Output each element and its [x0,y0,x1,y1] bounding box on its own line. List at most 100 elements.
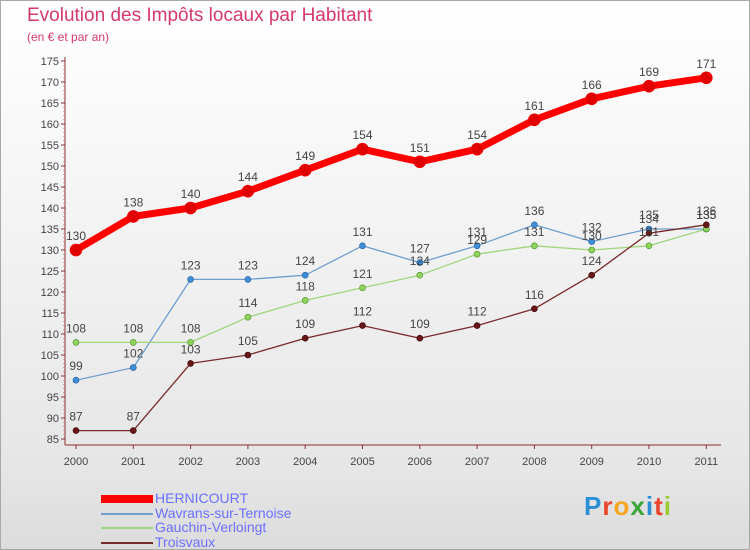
y-tick-label: 140 [41,203,59,215]
data-point [473,242,481,250]
x-tick-label: 2008 [522,456,546,468]
data-label: 166 [582,78,602,92]
data-point [187,360,194,367]
data-point [130,364,137,371]
data-point [244,313,252,321]
y-tick-label: 135 [41,224,59,236]
data-label: 87 [69,410,83,424]
y-tick-label: 170 [41,77,59,89]
data-label: 112 [353,305,372,319]
data-label: 108 [66,321,86,335]
data-point [130,339,137,346]
data-point [72,427,80,434]
data-point [528,113,541,127]
data-point [301,271,309,279]
data-label: 129 [467,233,487,247]
data-point [585,92,599,106]
chart-subtitle: (en € et par an) [27,30,110,44]
y-tick-label: 100 [41,371,59,383]
data-point [244,276,252,283]
data-point [642,79,656,93]
data-label: 123 [181,258,201,272]
legend-swatch [101,542,153,544]
data-label: 131 [639,225,659,239]
data-label: 124 [295,254,315,268]
y-tick-label: 105 [41,350,59,362]
data-label: 171 [696,57,716,71]
data-label: 136 [696,204,716,218]
data-label: 132 [582,221,602,235]
data-label: 151 [410,141,430,155]
y-tick-label: 155 [41,140,59,152]
data-label: 102 [123,347,143,361]
data-point [645,229,653,237]
x-tick-label: 2006 [408,456,432,468]
logo-letter: r [602,491,614,521]
legend-label: Troisvaux [155,534,216,550]
data-point [130,427,137,434]
data-label: 108 [181,321,201,335]
data-point [301,297,309,304]
data-label: 127 [410,242,430,256]
proxiti-logo: Proxiti [584,491,672,522]
data-label: 130 [582,229,602,243]
data-label: 130 [66,229,86,243]
data-point [301,334,309,342]
data-point [588,246,596,254]
data-point [359,284,366,292]
legend-label: HERNICOURT [155,490,249,506]
series-line-1 [75,224,707,381]
y-tick-label: 150 [41,161,59,173]
logo-letter: x [630,491,646,521]
data-point [359,242,366,250]
data-label: 169 [639,65,659,79]
x-tick-label: 2010 [637,456,661,468]
data-point [72,339,80,346]
data-point [470,142,484,156]
data-point [531,242,538,250]
data-label: 124 [582,254,602,268]
data-label: 118 [296,279,315,293]
data-label: 131 [352,225,372,239]
series-line-2 [75,228,707,344]
y-tick-label: 175 [41,56,59,68]
logo-letter: i [663,491,672,521]
data-label: 108 [123,321,143,335]
data-point [69,243,83,257]
chart-title: Evolution des Impôts locaux par Habitant [27,5,373,26]
x-tick-label: 2001 [121,456,145,468]
data-label: 140 [181,187,201,201]
data-point [699,71,713,85]
logo-letter: t [654,491,664,521]
data-point [531,221,538,229]
data-label: 109 [295,317,315,331]
y-tick-label: 85 [47,434,59,446]
data-point [416,271,424,279]
y-tick-label: 95 [47,392,59,404]
data-point [416,259,424,266]
y-tick-label: 160 [41,119,59,131]
data-point [359,322,366,329]
data-point [187,339,194,346]
logo-letter: P [584,491,603,521]
data-label: 135 [696,208,716,222]
data-label: 149 [295,149,315,163]
data-label: 87 [127,410,141,424]
data-label: 138 [123,195,143,209]
legend-label: Gauchin-Verloingt [155,519,267,535]
x-tick-label: 2005 [350,456,374,468]
data-point [241,184,255,198]
y-tick-label: 115 [41,308,59,320]
data-label: 105 [238,334,258,348]
data-point [473,250,481,258]
data-label: 144 [238,170,258,184]
series-line-0 [72,74,710,254]
data-label: 154 [352,128,372,142]
y-tick-label: 120 [41,287,59,299]
data-point [187,276,194,283]
legend-swatch [101,527,153,529]
x-tick-label: 2000 [64,456,88,468]
data-label: 136 [524,204,544,218]
